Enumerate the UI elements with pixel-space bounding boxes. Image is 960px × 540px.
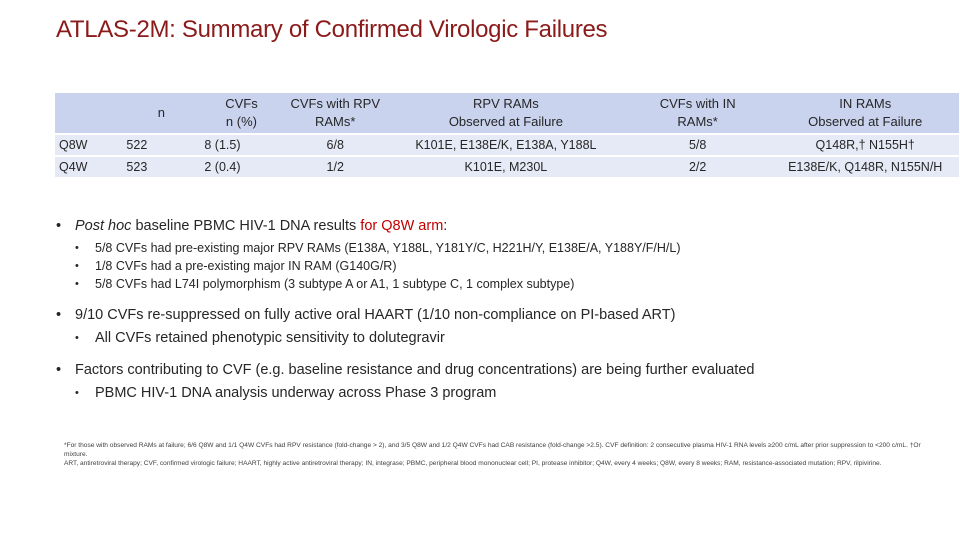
q8w-arm-highlight: for Q8W arm	[360, 218, 444, 234]
footnote-definitions: *For those with observed RAMs at failure…	[64, 442, 921, 459]
header-cvfs-rpv-rams: CVFs with RPV RAMs*	[282, 93, 388, 133]
row-cvfs: 2 (0.4)	[200, 157, 283, 177]
sub-bullet: • 1/8 CVFs had a pre-existing major IN RA…	[75, 259, 397, 273]
row-cvfs-in: 2/2	[623, 157, 772, 177]
bullet-pbmc-results: • Post hoc baseline PBMC HIV-1 DNA resul…	[56, 216, 936, 293]
table-header-row: n CVFs n (%) CVFs with RPV RAMs* RPV RAM…	[55, 93, 959, 133]
sub-bullet-list: • PBMC HIV-1 DNA analysis underway across…	[75, 383, 936, 403]
header-n: n	[122, 93, 201, 133]
sub-bullet: • 5/8 CVFs had pre-existing major RPV RAM…	[75, 241, 681, 255]
header-cvfs-in-rams: CVFs with IN RAMs*	[623, 93, 772, 133]
row-cvfs-rpv: 6/8	[282, 135, 388, 155]
footnote-abbreviations: ART, antiretroviral therapy; CVF, confir…	[64, 460, 882, 468]
row-cvfs-in: 5/8	[623, 135, 772, 155]
header-cvfs: CVFs n (%)	[200, 93, 283, 133]
header-row-label	[55, 93, 123, 133]
sub-bullet: • 5/8 CVFs had L74I polymorphism (3 subty…	[75, 277, 575, 291]
sub-bullet-list: • All CVFs retained phenotypic sensitivit…	[75, 328, 936, 348]
row-cvfs-rpv: 1/2	[282, 157, 388, 177]
row-arm: Q4W	[55, 157, 123, 177]
header-rpv-rams-observed: RPV RAMs Observed at Failure	[387, 93, 624, 133]
bullet-dot: •	[56, 218, 62, 234]
sub-bullet-list: • 5/8 CVFs had pre-existing major RPV RAM…	[75, 239, 936, 293]
sub-bullet: • PBMC HIV-1 DNA analysis underway across…	[75, 385, 497, 401]
table-row: Q8W 522 8 (1.5) 6/8 K101E, E138E/K, E138…	[55, 135, 959, 155]
bullet-list: • Post hoc baseline PBMC HIV-1 DNA resul…	[56, 216, 936, 403]
bullet-dot: •	[56, 362, 62, 378]
header-in-rams-observed: IN RAMs Observed at Failure	[771, 93, 959, 133]
row-arm: Q8W	[55, 135, 123, 155]
row-rpv-rams: K101E, E138E/K, E138A, Y188L	[387, 135, 624, 155]
cvf-summary-table: n CVFs n (%) CVFs with RPV RAMs* RPV RAM…	[55, 91, 959, 179]
table-row: Q4W 523 2 (0.4) 1/2 K101E, M230L 2/2 E13…	[55, 157, 959, 177]
row-n: 523	[122, 157, 201, 177]
bullet-factors: • Factors contributing to CVF (e.g. base…	[56, 360, 936, 403]
row-in-rams: Q148R,† N155H†	[771, 135, 959, 155]
row-rpv-rams: K101E, M230L	[387, 157, 624, 177]
bullet-resuppression: • 9/10 CVFs re-suppressed on fully activ…	[56, 305, 936, 348]
row-n: 522	[122, 135, 201, 155]
row-cvfs: 8 (1.5)	[200, 135, 283, 155]
slide-title: ATLAS-2M: Summary of Confirmed Virologic…	[56, 16, 608, 43]
sub-bullet: • All CVFs retained phenotypic sensitivit…	[75, 330, 445, 346]
bullet-dot: •	[56, 307, 62, 323]
row-in-rams: E138E/K, Q148R, N155N/H	[771, 157, 959, 177]
footnotes: *For those with observed RAMs at failure…	[64, 441, 924, 469]
